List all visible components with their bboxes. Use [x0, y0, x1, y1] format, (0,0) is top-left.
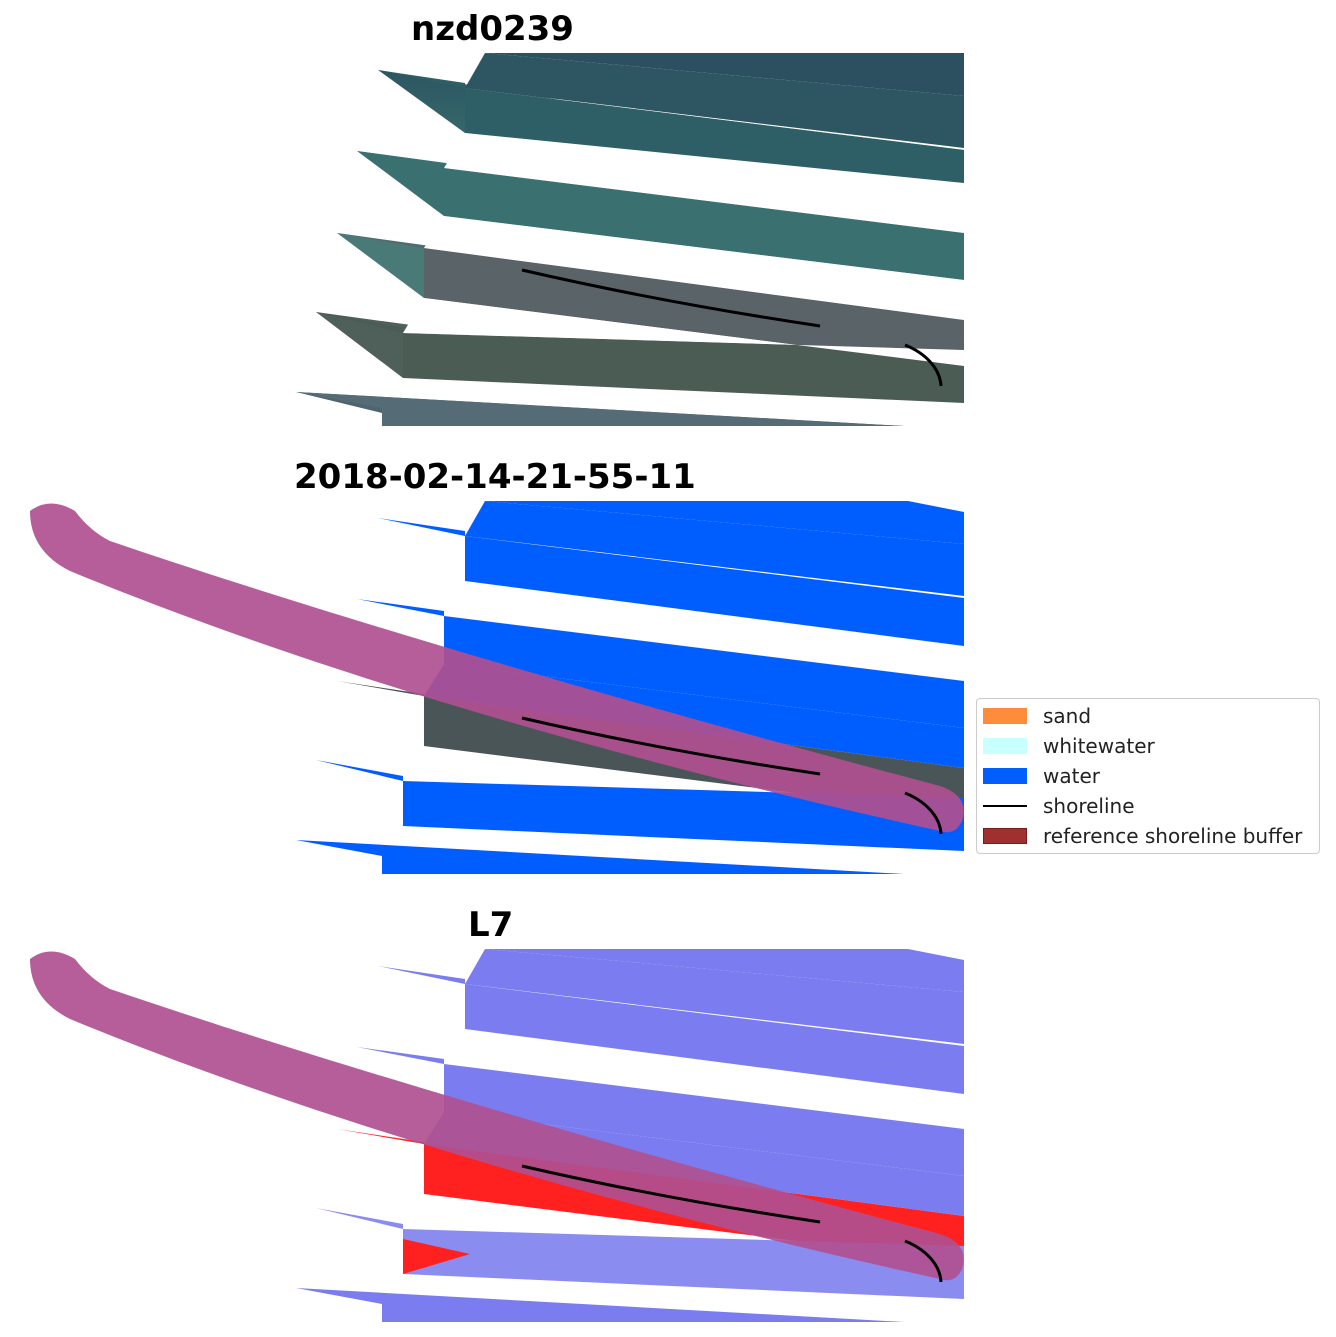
legend-label: sand	[1043, 704, 1092, 728]
shoreline-line	[521, 716, 821, 776]
water-strip	[316, 760, 964, 851]
water-strip	[357, 599, 964, 728]
index-strip	[357, 1047, 964, 1176]
rgb-image-panel	[296, 53, 964, 426]
water-strip	[908, 501, 964, 512]
water-strip	[465, 501, 964, 596]
reference-buffer	[30, 503, 964, 833]
index-strip	[465, 949, 964, 1044]
rgb-strip-i	[296, 392, 904, 426]
reference-buffer	[30, 951, 964, 1281]
rgb-strip-b	[465, 53, 964, 148]
legend-item-sand: sand	[983, 704, 1091, 728]
legend-label: whitewater	[1043, 734, 1155, 758]
legend-swatch-whitewater	[983, 738, 1027, 754]
index-strip	[316, 1208, 964, 1299]
index-strip	[296, 1288, 904, 1322]
legend-item-shoreline: shoreline	[983, 794, 1135, 818]
legend-label: shoreline	[1043, 794, 1135, 818]
rgb-strip-a	[378, 70, 964, 198]
rgb-strip-c	[357, 151, 964, 280]
legend-swatch-buffer	[983, 828, 1027, 844]
legend-label: reference shoreline buffer	[1043, 824, 1303, 848]
legend-label: water	[1043, 764, 1100, 788]
index-strip	[378, 966, 964, 1094]
index-strip	[908, 949, 964, 960]
shoreline-line	[521, 268, 821, 328]
index-image-panel	[30, 949, 964, 1322]
rgb-strip-g	[316, 312, 964, 403]
legend: sand whitewater water shoreline referenc…	[976, 698, 1320, 854]
classified-image-panel	[30, 501, 964, 874]
index-strip-red	[403, 1239, 470, 1274]
water-strip	[378, 518, 964, 646]
shoreline-line-end	[904, 343, 943, 387]
legend-item-whitewater: whitewater	[983, 734, 1155, 758]
legend-swatch-water	[983, 768, 1027, 784]
panel-title-rgb: nzd0239	[411, 9, 574, 49]
rgb-strip-d	[444, 133, 964, 233]
shoreline-line	[521, 1164, 821, 1224]
water-strip	[296, 840, 904, 874]
shoreline-line-end	[904, 1239, 943, 1283]
legend-item-water: water	[983, 764, 1100, 788]
rgb-strip	[908, 53, 964, 64]
legend-swatch-shoreline	[983, 805, 1027, 807]
shoreline-line-end	[904, 791, 943, 835]
legend-item-buffer: reference shoreline buffer	[983, 824, 1302, 848]
legend-swatch-sand	[983, 708, 1027, 724]
rgb-strip-h	[403, 298, 964, 366]
panel-title-sensor: L7	[468, 905, 514, 945]
rgb-strip-f	[424, 216, 964, 320]
rgb-strip-e	[337, 233, 964, 366]
panel-title-date: 2018-02-14-21-55-11	[294, 457, 696, 497]
